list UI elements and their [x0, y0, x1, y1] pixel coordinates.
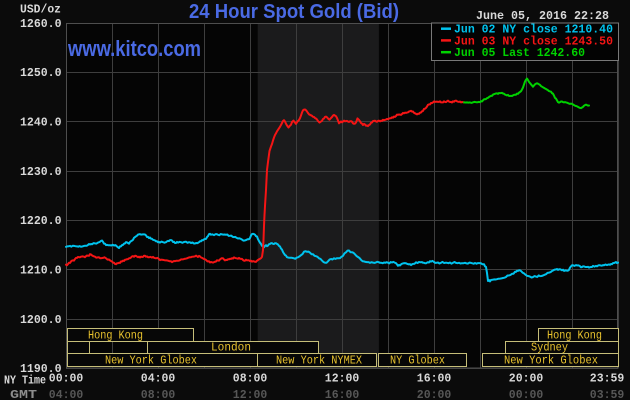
svg-text:08:00: 08:00 [141, 388, 176, 400]
svg-text:04:00: 04:00 [49, 388, 84, 400]
svg-text:24 Hour Spot Gold (Bid): 24 Hour Spot Gold (Bid) [189, 1, 399, 23]
svg-text:04:00: 04:00 [141, 372, 176, 386]
svg-text:NY Time: NY Time [4, 374, 46, 388]
svg-text:Sydney: Sydney [531, 341, 568, 355]
svg-text:03:59: 03:59 [590, 388, 625, 400]
svg-text:12:00: 12:00 [233, 388, 267, 400]
svg-text:1190.0: 1190.0 [20, 362, 62, 376]
svg-text:1230.0: 1230.0 [20, 165, 62, 179]
svg-text:12:00: 12:00 [325, 372, 360, 386]
svg-text:www.kitco.com: www.kitco.com [67, 36, 201, 61]
svg-text:16:00: 16:00 [417, 372, 452, 386]
svg-text:NY Globex: NY Globex [390, 353, 445, 367]
svg-text:1240.0: 1240.0 [20, 115, 62, 129]
svg-text:Hong Kong: Hong Kong [88, 328, 143, 342]
svg-text:June 05, 2016 22:28: June 05, 2016 22:28 [476, 9, 609, 23]
svg-text:New York Globex: New York Globex [504, 353, 598, 367]
svg-text:00:00: 00:00 [49, 372, 84, 386]
svg-text:16:00: 16:00 [325, 388, 360, 400]
svg-text:USD/oz: USD/oz [20, 2, 61, 16]
svg-text:00:00: 00:00 [509, 388, 544, 400]
svg-text:Jun 05 Last 1242.60: Jun 05 Last 1242.60 [454, 46, 585, 60]
svg-text:23:59: 23:59 [590, 372, 625, 386]
svg-text:1250.0: 1250.0 [20, 66, 62, 80]
svg-text:Jun 02 NY close 1210.40: Jun 02 NY close 1210.40 [454, 23, 613, 37]
svg-text:1220.0: 1220.0 [20, 214, 62, 228]
svg-text:08:00: 08:00 [233, 372, 267, 386]
svg-text:London: London [211, 341, 251, 355]
svg-text:Hong Kong: Hong Kong [547, 328, 602, 342]
svg-text:GMT: GMT [10, 388, 37, 400]
svg-text:1210.0: 1210.0 [20, 264, 62, 278]
svg-text:New York Globex: New York Globex [105, 353, 197, 367]
svg-text:1200.0: 1200.0 [20, 313, 62, 327]
svg-text:New York NYMEX: New York NYMEX [276, 353, 362, 367]
svg-text:1260.0: 1260.0 [20, 17, 62, 31]
svg-text:20:00: 20:00 [417, 388, 452, 400]
svg-text:20:00: 20:00 [509, 372, 544, 386]
svg-text:Jun 03 NY close 1243.50: Jun 03 NY close 1243.50 [454, 34, 613, 48]
